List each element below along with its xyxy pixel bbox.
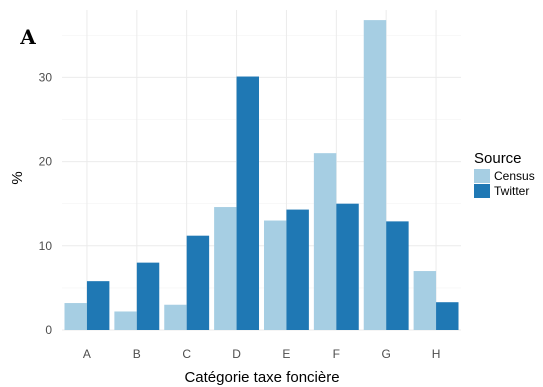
y-tick-label: 0 — [45, 323, 52, 337]
x-axis-title: Catégorie taxe foncière — [184, 369, 339, 386]
legend-title: Source — [474, 150, 522, 167]
x-tick-label: H — [432, 347, 441, 361]
bar-twitter-b — [136, 262, 160, 330]
bar-census-h — [413, 271, 437, 330]
bar-twitter-f — [336, 203, 359, 330]
bar-census-d — [214, 207, 237, 330]
legend: Source Census Twitter — [474, 150, 535, 198]
bar-census-c — [164, 304, 187, 330]
bar-census-e — [263, 220, 287, 330]
legend-label-twitter: Twitter — [494, 184, 529, 198]
bar-census-f — [313, 153, 337, 330]
bar-twitter-a — [86, 281, 110, 330]
bar-twitter-c — [186, 235, 210, 330]
x-axis-ticks: A B C D E F G H — [83, 347, 440, 361]
legend-swatch-twitter — [474, 184, 490, 198]
x-tick-label: F — [333, 347, 340, 361]
bar-census-g — [363, 20, 387, 331]
bar-census-b — [114, 311, 137, 330]
bar-twitter-g — [386, 221, 409, 330]
y-axis-ticks: 0 10 20 30 — [39, 70, 53, 337]
x-tick-label: G — [382, 347, 391, 361]
bar-twitter-h — [436, 302, 459, 330]
x-tick-label: C — [182, 347, 191, 361]
panel-tag: A — [19, 25, 36, 49]
x-tick-label: E — [282, 347, 290, 361]
y-tick-label: 30 — [39, 70, 53, 84]
y-axis-title: % — [9, 171, 26, 184]
x-tick-label: B — [133, 347, 141, 361]
bar-census-a — [64, 303, 87, 330]
bars — [64, 20, 459, 331]
legend-swatch-census — [474, 169, 490, 183]
bar-twitter-e — [286, 209, 309, 330]
y-tick-label: 10 — [39, 239, 53, 253]
legend-label-census: Census — [494, 169, 535, 183]
x-tick-label: D — [232, 347, 241, 361]
x-tick-label: A — [83, 347, 91, 361]
y-tick-label: 20 — [39, 155, 53, 169]
bar-twitter-d — [236, 76, 260, 331]
